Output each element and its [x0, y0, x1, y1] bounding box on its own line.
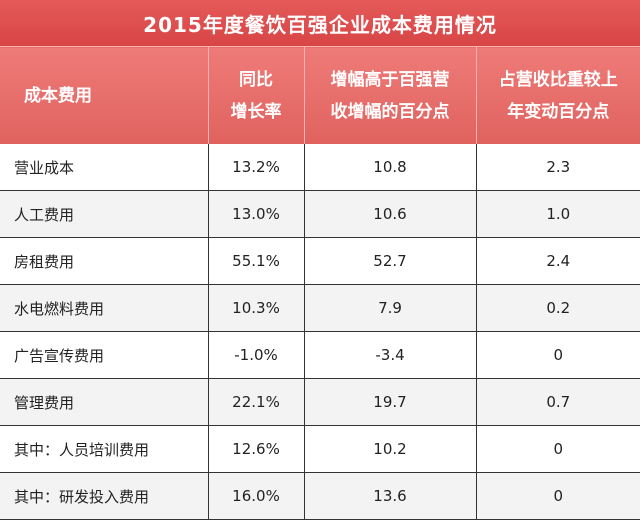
header-yoy-growth-line2: 增长率: [230, 101, 282, 122]
cost-item-name: 其中：人员培训费用: [0, 425, 209, 473]
share-change-value: 0: [476, 425, 640, 473]
table-row: 其中：人员培训费用 12.6% 10.2 0: [0, 425, 640, 473]
header-row: 成本费用 同比 增长率 增幅高于百强营 收增幅的百分点 占营收比重较上 年变动百…: [0, 46, 640, 144]
yoy-growth-value: 22.1%: [208, 378, 305, 426]
yoy-growth-value: 13.0%: [208, 190, 305, 238]
yoy-growth-value: 16.0%: [208, 472, 305, 520]
yoy-growth-value: -1.0%: [208, 331, 305, 379]
yoy-growth-value: 12.6%: [208, 425, 305, 473]
yoy-growth-value: 55.1%: [208, 237, 305, 285]
cost-item-name: 其中：研发投入费用: [0, 472, 209, 520]
table-row: 管理费用 22.1% 19.7 0.7: [0, 378, 640, 426]
cost-item-name: 广告宣传费用: [0, 331, 209, 379]
table-row: 广告宣传费用 -1.0% -3.4 0: [0, 331, 640, 379]
header-cost-item: 成本费用: [0, 46, 209, 144]
growth-diff-value: 7.9: [304, 284, 477, 332]
share-change-value: 2.3: [476, 144, 640, 191]
header-share-change: 占营收比重较上 年变动百分点: [476, 46, 640, 144]
header-growth-diff-line2: 收增幅的百分点: [330, 101, 450, 122]
header-share-change-line1: 占营收比重较上: [498, 69, 618, 90]
growth-diff-value: 19.7: [304, 378, 477, 426]
table-row: 房租费用 55.1% 52.7 2.4: [0, 237, 640, 285]
growth-diff-value: 52.7: [304, 237, 477, 285]
cost-item-name: 房租费用: [0, 237, 209, 285]
header-growth-diff-line1: 增幅高于百强营: [330, 69, 450, 90]
growth-diff-value: 10.2: [304, 425, 477, 473]
share-change-value: 0.7: [476, 378, 640, 426]
header-growth-diff: 增幅高于百强营 收增幅的百分点: [304, 46, 477, 144]
header-yoy-growth: 同比 增长率: [208, 46, 305, 144]
growth-diff-value: -3.4: [304, 331, 477, 379]
table-row: 水电燃料费用 10.3% 7.9 0.2: [0, 284, 640, 332]
yoy-growth-value: 13.2%: [208, 144, 305, 191]
header-yoy-growth-line1: 同比: [239, 69, 273, 90]
growth-diff-value: 13.6: [304, 472, 477, 520]
share-change-value: 0.2: [476, 284, 640, 332]
share-change-value: 0: [476, 331, 640, 379]
share-change-value: 0: [476, 472, 640, 520]
header-share-change-line2: 年变动百分点: [507, 101, 610, 122]
cost-item-name: 水电燃料费用: [0, 284, 209, 332]
header-cost-item-label: 成本费用: [24, 85, 92, 106]
share-change-value: 2.4: [476, 237, 640, 285]
yoy-growth-value: 10.3%: [208, 284, 305, 332]
table-title: 2015年度餐饮百强企业成本费用情况: [0, 0, 640, 46]
growth-diff-value: 10.8: [304, 144, 477, 191]
growth-diff-value: 10.6: [304, 190, 477, 238]
cost-item-name: 人工费用: [0, 190, 209, 238]
cost-table: 成本费用 同比 增长率 增幅高于百强营 收增幅的百分点 占营收比重较上 年变动百…: [0, 46, 640, 520]
cost-item-name: 营业成本: [0, 144, 209, 191]
table-row: 人工费用 13.0% 10.6 1.0: [0, 190, 640, 238]
table-row: 营业成本 13.2% 10.8 2.3: [0, 144, 640, 191]
table-row: 其中：研发投入费用 16.0% 13.6 0: [0, 472, 640, 520]
share-change-value: 1.0: [476, 190, 640, 238]
cost-item-name: 管理费用: [0, 378, 209, 426]
